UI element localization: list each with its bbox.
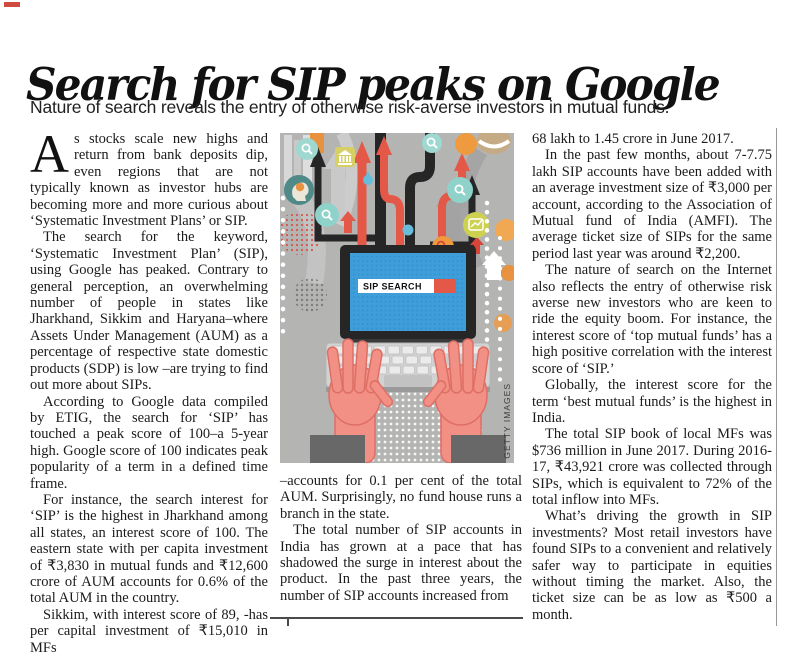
search-button bbox=[434, 279, 456, 293]
article-paragraph: What’s driving the growth in SIP investm… bbox=[532, 508, 772, 623]
blue-dot bbox=[402, 224, 414, 236]
search-magnifier-icon bbox=[447, 177, 473, 203]
article-paragraph: According to Google data compiled by ETI… bbox=[30, 393, 268, 492]
article-paragraph: The search for the keyword, ‘Systematic … bbox=[30, 229, 268, 394]
small-red-arrow-icon bbox=[470, 237, 484, 254]
registration-mark bbox=[4, 2, 20, 7]
white-arrow-icon bbox=[482, 251, 506, 280]
column-right: 68 lakh to 1.45 crore in June 2017. In t… bbox=[532, 131, 772, 623]
column-rule bbox=[776, 128, 777, 626]
bottom-rule bbox=[270, 617, 523, 619]
article-paragraph: Sikkim, with interest score of 89, -has … bbox=[30, 606, 268, 656]
chart-growth-icon bbox=[463, 212, 489, 238]
article-paragraph: Globally, the interest score for the ter… bbox=[532, 377, 772, 426]
bottom-rule-tick bbox=[287, 617, 289, 626]
search-magnifier-icon bbox=[422, 133, 442, 153]
photo-credit: GETTY IMAGES bbox=[501, 383, 512, 459]
orange-dot bbox=[494, 314, 512, 332]
search-bar-label: SIP SEARCH bbox=[363, 282, 422, 292]
column-middle: SIP SEARCH bbox=[280, 132, 522, 604]
dotted-line bbox=[280, 195, 502, 383]
arrowhead bbox=[310, 147, 326, 167]
search-magnifier-icon bbox=[296, 138, 318, 160]
orange-dot bbox=[501, 265, 514, 281]
article-subtitle: Nature of search reveals the entry of ot… bbox=[30, 97, 670, 117]
illustration-art: SIP SEARCH bbox=[280, 133, 514, 463]
article-paragraph: The total SIP book of local MFs was $736… bbox=[532, 426, 772, 508]
orange-dot bbox=[455, 133, 477, 155]
sip-search-illustration: SIP SEARCH bbox=[280, 133, 514, 463]
article-paragraph: –accounts for 0.1 per cent of the total … bbox=[280, 473, 522, 522]
black-cable bbox=[405, 133, 435, 253]
search-bar bbox=[358, 279, 434, 293]
bank-icon bbox=[335, 147, 355, 167]
red-halftone-circle bbox=[280, 211, 322, 255]
head-brain-icon bbox=[284, 175, 314, 205]
arrowhead bbox=[376, 136, 392, 155]
article-paragraph: The total number of SIP accounts in Indi… bbox=[280, 522, 522, 604]
orange-dot bbox=[495, 219, 514, 241]
water-drop-icon bbox=[363, 171, 373, 185]
article-paragraph: In the past few months, about 7-7.75 lak… bbox=[532, 147, 772, 262]
sleeve-cuff bbox=[310, 435, 365, 463]
article-paragraph: For instance, the search interest for ‘S… bbox=[30, 491, 268, 607]
laptop: SIP SEARCH bbox=[340, 245, 476, 343]
hills-icon bbox=[477, 133, 511, 154]
arrowhead bbox=[353, 141, 371, 163]
sleeve-cuff bbox=[451, 435, 506, 463]
article-paragraph: The nature of search on the Internet als… bbox=[532, 262, 772, 377]
drop-cap: A bbox=[30, 124, 69, 184]
search-magnifier-icon bbox=[315, 203, 339, 227]
article-paragraph: 68 lakh to 1.45 crore in June 2017. bbox=[532, 131, 734, 147]
small-red-arrow-icon bbox=[340, 211, 356, 233]
arrowhead bbox=[454, 153, 470, 171]
page-title: Search for SIP peaks on Google bbox=[26, 58, 721, 112]
